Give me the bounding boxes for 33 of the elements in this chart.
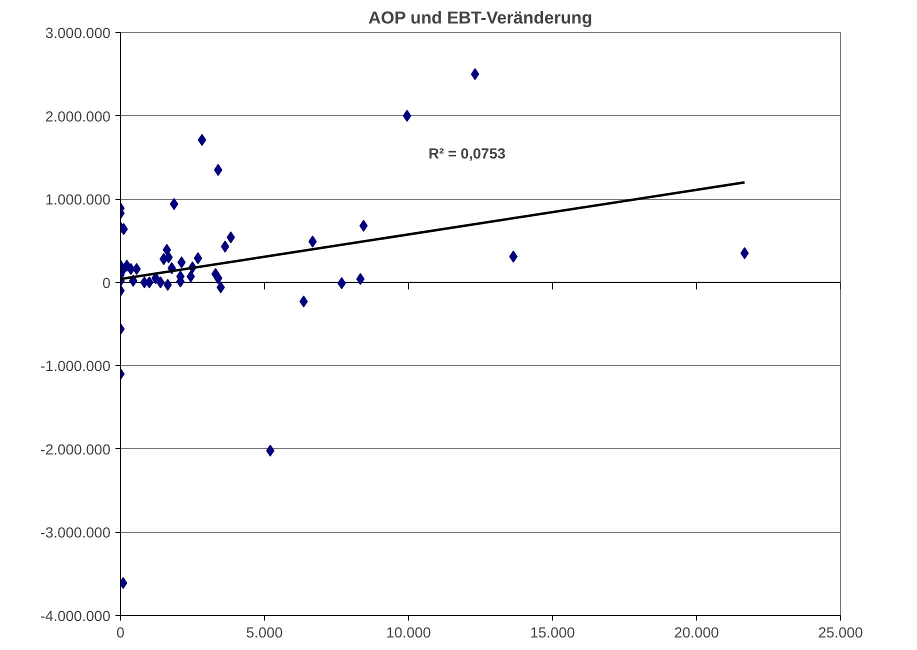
point [194, 252, 202, 264]
x-tick-label: 10.000 [386, 626, 431, 642]
y-tick-label: -3.000.000 [40, 526, 111, 542]
point [470, 68, 480, 80]
point [356, 273, 365, 286]
point [214, 164, 222, 176]
y-tick-label: 0 [102, 276, 111, 292]
point [402, 110, 412, 122]
x-tick-label: 0 [116, 626, 125, 642]
y-tick-label: 2.000.000 [45, 109, 110, 126]
point [126, 263, 136, 276]
point [156, 276, 165, 288]
y-tick-label: 1.000.000 [45, 192, 110, 209]
point [132, 263, 141, 276]
y-tick-label: 3.000.000 [45, 26, 110, 42]
y-tick-label: -1.000.000 [40, 359, 111, 376]
point [170, 198, 178, 210]
point [198, 134, 206, 146]
chart-title: AOP und EBT-Veränderung [368, 8, 592, 28]
x-tick-label: 15.000 [530, 626, 575, 642]
x-tick-label: 25.000 [818, 626, 863, 642]
y-tick-label: -2.000.000 [40, 442, 111, 458]
point [214, 272, 222, 284]
point [220, 240, 230, 253]
x-tick-label: 5.000 [246, 626, 283, 642]
point [359, 220, 368, 232]
y-tick-label: -4.000.000 [40, 609, 111, 625]
point [308, 236, 317, 248]
point [740, 247, 749, 260]
x-tick-label: 20.000 [674, 626, 719, 642]
point [164, 251, 173, 264]
annotation: R² = 0,0753 [428, 146, 506, 162]
point [177, 256, 186, 268]
